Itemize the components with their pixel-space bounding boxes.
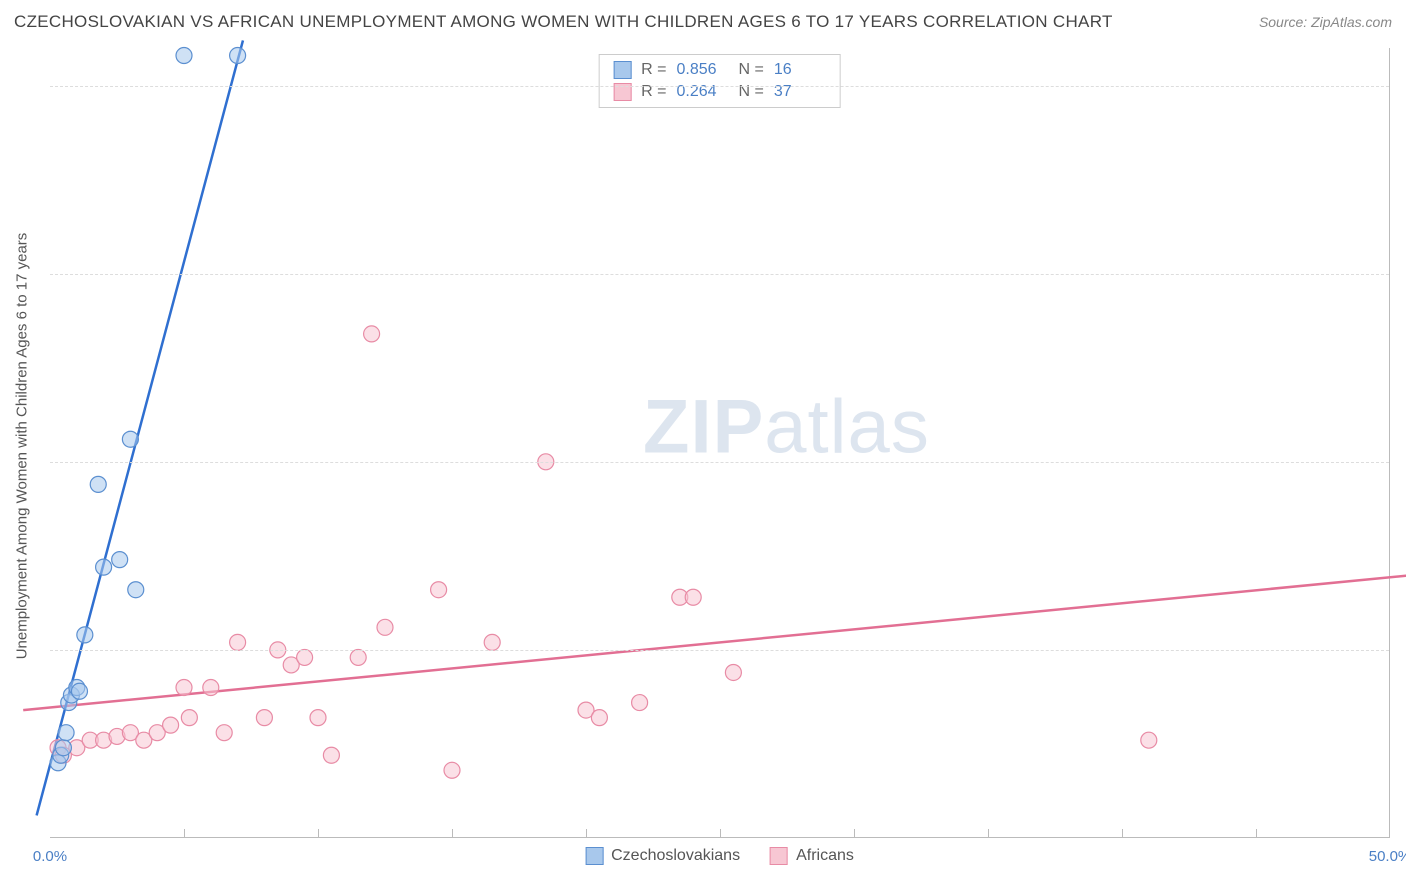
source-label: Source: ZipAtlas.com <box>1259 14 1392 30</box>
r-label: R = <box>641 61 666 79</box>
stats-legend-box: R = 0.856 N = 16 R = 0.264 N = 37 <box>598 54 841 108</box>
legend-item-czech: Czechoslovakians <box>585 847 740 865</box>
scatter-svg <box>50 48 1389 837</box>
chart-title: CZECHOSLOVAKIAN VS AFRICAN UNEMPLOYMENT … <box>14 12 1113 32</box>
r-value-czech: 0.856 <box>677 61 729 79</box>
stats-row-african: R = 0.264 N = 37 <box>613 81 826 103</box>
plot-area: ZIPatlas R = 0.856 N = 16 R = 0.264 N = … <box>50 48 1390 838</box>
legend-item-african: Africans <box>770 847 854 865</box>
n-label: N = <box>739 61 764 79</box>
x-tick-label: 50.0% <box>1369 848 1406 865</box>
y-axis-label: Unemployment Among Women with Children A… <box>14 233 31 660</box>
swatch-czech <box>613 61 631 79</box>
legend-label-african: Africans <box>796 847 854 865</box>
x-tick-label: 0.0% <box>33 848 67 865</box>
stats-row-czech: R = 0.856 N = 16 <box>613 59 826 81</box>
legend-bottom: Czechoslovakians Africans <box>585 847 854 865</box>
swatch-czech <box>585 847 603 865</box>
swatch-african <box>770 847 788 865</box>
n-value-czech: 16 <box>774 61 826 79</box>
legend-label-czech: Czechoslovakians <box>611 847 740 865</box>
